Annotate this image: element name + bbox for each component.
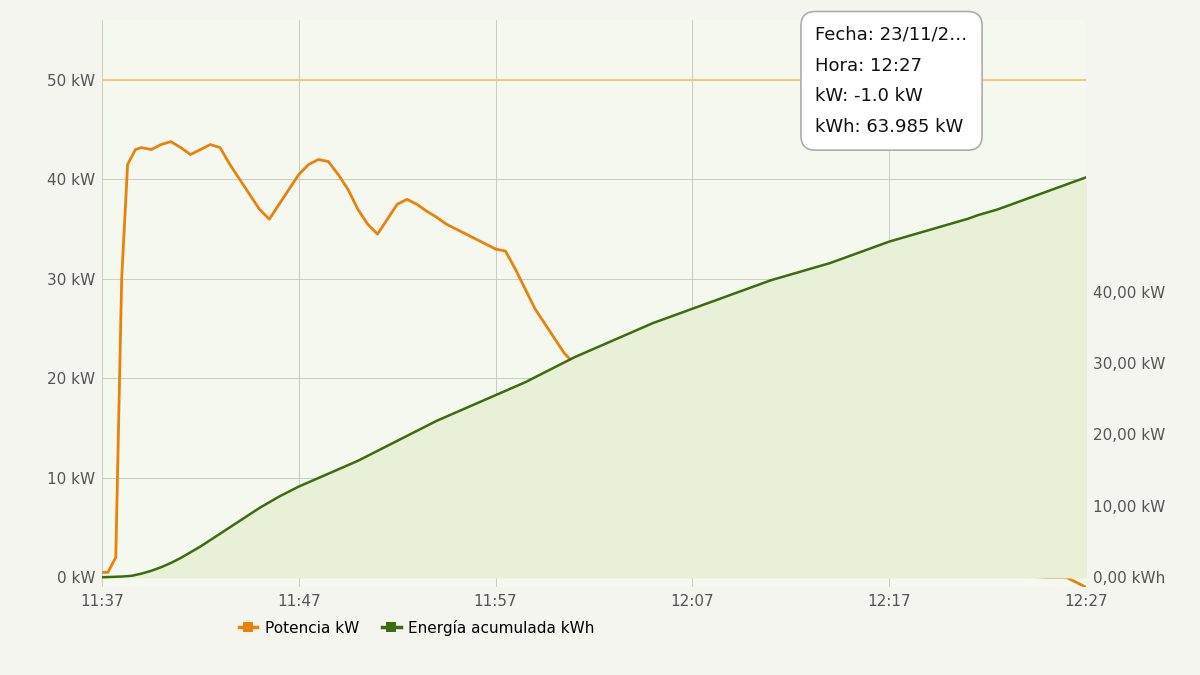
Text: Fecha: 23/11/2…
Hora: 12:27
kW: -1.0 kW
kWh: 63.985 kW: Fecha: 23/11/2… Hora: 12:27 kW: -1.0 kW … [816, 26, 967, 136]
Legend: Potencia kW, Energía acumulada kWh: Potencia kW, Energía acumulada kWh [233, 614, 601, 642]
